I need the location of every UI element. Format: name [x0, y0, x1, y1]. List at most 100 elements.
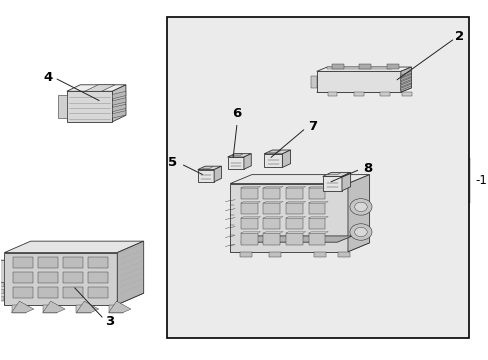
Polygon shape — [230, 184, 347, 252]
Polygon shape — [400, 84, 410, 90]
Polygon shape — [316, 67, 410, 71]
Polygon shape — [63, 287, 83, 298]
Polygon shape — [308, 203, 325, 215]
Polygon shape — [88, 287, 108, 298]
Polygon shape — [263, 217, 283, 218]
Polygon shape — [58, 95, 67, 118]
Polygon shape — [263, 186, 283, 188]
Polygon shape — [322, 176, 341, 191]
Polygon shape — [240, 231, 260, 233]
Polygon shape — [308, 218, 325, 229]
Polygon shape — [353, 92, 363, 96]
Polygon shape — [214, 166, 221, 182]
Polygon shape — [231, 154, 242, 156]
Polygon shape — [316, 88, 410, 92]
Polygon shape — [308, 186, 327, 188]
Polygon shape — [282, 150, 290, 167]
Polygon shape — [240, 233, 257, 244]
Polygon shape — [0, 260, 4, 282]
Polygon shape — [202, 167, 213, 168]
Polygon shape — [263, 188, 280, 199]
Polygon shape — [400, 67, 410, 92]
Polygon shape — [0, 282, 4, 287]
Polygon shape — [76, 305, 91, 312]
Polygon shape — [359, 64, 370, 69]
Polygon shape — [264, 150, 290, 154]
Polygon shape — [331, 64, 343, 69]
Polygon shape — [338, 252, 350, 257]
Polygon shape — [0, 260, 4, 265]
Polygon shape — [227, 154, 251, 157]
Polygon shape — [268, 150, 281, 152]
Polygon shape — [84, 85, 115, 91]
Polygon shape — [400, 77, 410, 84]
Polygon shape — [263, 218, 280, 229]
Polygon shape — [42, 301, 65, 312]
Polygon shape — [308, 202, 327, 203]
Polygon shape — [13, 257, 33, 268]
Text: 4: 4 — [43, 71, 53, 84]
Polygon shape — [308, 231, 327, 233]
Polygon shape — [230, 243, 369, 252]
Polygon shape — [13, 272, 33, 283]
Text: -1: -1 — [474, 174, 486, 186]
Polygon shape — [264, 154, 282, 167]
Polygon shape — [88, 257, 108, 268]
Polygon shape — [285, 233, 302, 244]
Polygon shape — [314, 252, 325, 257]
Text: 7: 7 — [308, 120, 317, 133]
Circle shape — [354, 227, 366, 237]
Polygon shape — [401, 92, 411, 96]
Polygon shape — [4, 241, 143, 253]
Polygon shape — [197, 170, 214, 182]
Polygon shape — [12, 301, 34, 312]
Text: 2: 2 — [454, 30, 463, 43]
Text: 3: 3 — [105, 315, 115, 328]
Polygon shape — [285, 186, 305, 188]
Polygon shape — [112, 104, 125, 112]
Polygon shape — [0, 274, 4, 279]
Polygon shape — [244, 154, 251, 169]
Polygon shape — [327, 92, 336, 96]
Polygon shape — [63, 272, 83, 283]
Polygon shape — [285, 217, 305, 218]
Circle shape — [349, 224, 371, 240]
Polygon shape — [227, 157, 244, 169]
Polygon shape — [240, 217, 260, 218]
Polygon shape — [322, 172, 350, 176]
Polygon shape — [63, 257, 83, 268]
Polygon shape — [310, 76, 316, 88]
Polygon shape — [230, 175, 369, 184]
Polygon shape — [67, 91, 112, 122]
Polygon shape — [240, 188, 257, 199]
Polygon shape — [38, 287, 58, 298]
Polygon shape — [76, 301, 99, 312]
Polygon shape — [12, 305, 26, 312]
Polygon shape — [386, 64, 398, 69]
Polygon shape — [240, 202, 260, 203]
Text: 6: 6 — [232, 107, 241, 120]
Polygon shape — [197, 166, 221, 170]
Polygon shape — [240, 218, 257, 229]
Polygon shape — [0, 267, 4, 273]
Text: 8: 8 — [363, 162, 371, 175]
Polygon shape — [263, 203, 280, 215]
Polygon shape — [88, 272, 108, 283]
Polygon shape — [400, 74, 410, 81]
Polygon shape — [42, 305, 57, 312]
Polygon shape — [268, 252, 280, 257]
Polygon shape — [239, 252, 251, 257]
Polygon shape — [117, 241, 143, 305]
Polygon shape — [285, 188, 302, 199]
Polygon shape — [112, 98, 125, 105]
Polygon shape — [285, 202, 305, 203]
Polygon shape — [112, 91, 125, 99]
Polygon shape — [308, 233, 325, 244]
Polygon shape — [108, 301, 131, 312]
Polygon shape — [341, 172, 350, 191]
Polygon shape — [0, 296, 4, 301]
Bar — [166, 17, 468, 338]
Polygon shape — [380, 92, 389, 96]
Polygon shape — [112, 111, 125, 118]
Polygon shape — [13, 287, 33, 298]
